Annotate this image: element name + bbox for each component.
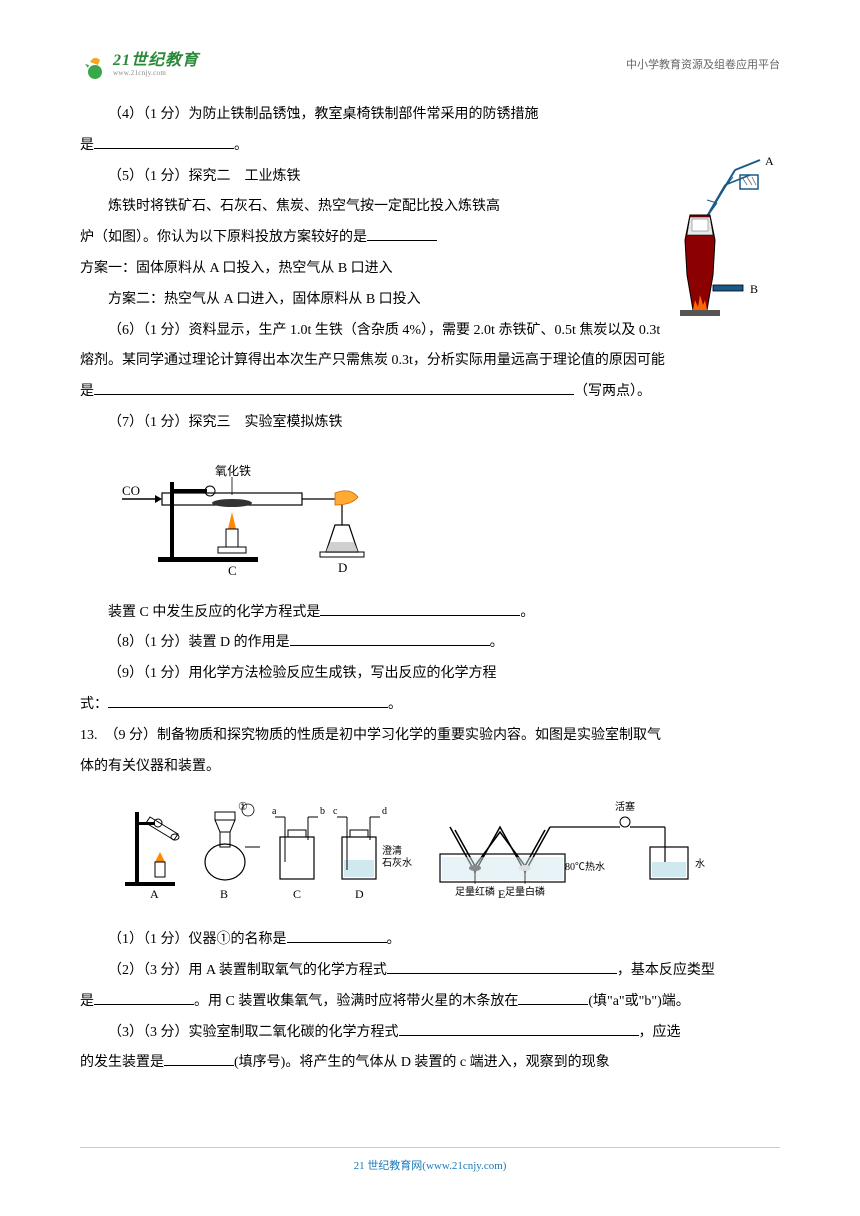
q4-line1: （4）（1 分）为防止铁制品锈蚀，教室桌椅铁制部件常采用的防锈措施 (80, 100, 780, 131)
q13-sub2-blank2 (94, 991, 194, 1005)
svg-text:c: c (333, 806, 338, 817)
svg-text:B: B (750, 282, 758, 296)
svg-text:足量白磷: 足量白磷 (505, 885, 545, 898)
q9-suffix: 。 (388, 697, 402, 712)
svg-text:D: D (355, 887, 364, 901)
q13-sub2-line1: （2）（3 分）用 A 装置制取氧气的化学方程式 ，基本反应类型 (80, 956, 780, 987)
q13-sub1-text: （1）（1 分）仪器①的名称是 (108, 932, 287, 947)
q13-sub3-blank2 (164, 1052, 234, 1066)
q6-line2: 熔剂。某同学通过理论计算得出本次生产只需焦炭 0.3t，分析实际用量远高于理论值… (80, 346, 780, 377)
q13-sub2-line2: 是 。用 C 装置收集氧气，验满时应将带火星的木条放在 (填"a"或"b")端。 (80, 987, 780, 1018)
q8-suffix: 。 (490, 635, 504, 650)
q5-blank (367, 227, 437, 241)
gas-apparatus-diagram: A ① B a b C c d 澄清 石灰水 D (120, 792, 730, 902)
q7-eq-suffix: 。 (520, 605, 534, 620)
logo: 21世纪教育 www.21cnjy.com (80, 50, 199, 80)
svg-text:氧化铁: 氧化铁 (215, 464, 251, 478)
q6-line3: 是 （写两点）。 (80, 377, 780, 408)
co-apparatus-diagram: CO 氧化铁 C D (120, 447, 400, 577)
q9-prefix: 式： (80, 697, 108, 712)
svg-text:水: 水 (695, 858, 705, 870)
svg-text:石灰水: 石灰水 (382, 856, 412, 869)
q8-line: （8）（1 分）装置 D 的作用是 。 (80, 628, 780, 659)
q7-blank (320, 602, 520, 616)
q13-sub1-suffix: 。 (387, 932, 401, 947)
q8-text: （8）（1 分）装置 D 的作用是 (108, 635, 290, 650)
q5-line2-text: 炉（如图）。你认为以下原料投放方案较好的是 (80, 230, 367, 245)
svg-text:A: A (765, 155, 774, 168)
q7-title: （7）（1 分）探究三 实验室模拟炼铁 (80, 408, 780, 439)
svg-text:A: A (150, 887, 159, 901)
page-footer: 21 世纪教育网(www.21cnjy.com) (80, 1147, 780, 1178)
logo-text: 21世纪教育 www.21cnjy.com (113, 52, 199, 77)
svg-text:CO: CO (122, 483, 140, 498)
q7-eq-line: 装置 C 中发生反应的化学方程式是 。 (80, 598, 780, 629)
q13-sub1: （1）（1 分）仪器①的名称是 。 (80, 925, 780, 956)
q13-sub2-blank3 (518, 991, 588, 1005)
q6-blank (94, 381, 574, 395)
svg-text:80℃热水: 80℃热水 (565, 860, 605, 873)
logo-sub: www.21cnjy.com (113, 70, 199, 78)
q13-sub3-d: (填序号)。将产生的气体从 D 装置的 c 端进入，观察到的现象 (234, 1055, 610, 1070)
furnace-diagram: A B (635, 155, 780, 325)
q13-sub3-b: ，应选 (639, 1025, 681, 1040)
q13-sub3-a: （3）（3 分）实验室制取二氧化碳的化学方程式 (108, 1025, 399, 1040)
q13-sub2-b: ，基本反应类型 (617, 963, 715, 978)
svg-text:C: C (293, 887, 301, 901)
logo-icon (80, 50, 110, 80)
svg-text:a: a (272, 806, 277, 817)
q7-eq-text: 装置 C 中发生反应的化学方程式是 (108, 605, 320, 620)
q13-intro2: 体的有关仪器和装置。 (80, 752, 780, 783)
q13-sub2-blank1 (387, 960, 617, 974)
svg-text:D: D (338, 560, 347, 575)
svg-text:澄清: 澄清 (382, 844, 402, 857)
q4-suffix: 。 (234, 138, 248, 153)
svg-text:b: b (320, 806, 325, 817)
page-header: 21世纪教育 www.21cnjy.com 中小学教育资源及组卷应用平台 (80, 50, 780, 85)
q9-line1: （9）（1 分）用化学方法检验反应生成铁，写出反应的化学方程 (80, 659, 780, 690)
q13-sub1-blank (287, 929, 387, 943)
svg-text:B: B (220, 887, 228, 901)
q13-sub2-c: 是 (80, 994, 94, 1009)
q9-blank (108, 694, 388, 708)
q4-blank (94, 135, 234, 149)
q13-intro1: 13. （9 分）制备物质和探究物质的性质是初中学习化学的重要实验内容。如图是实… (80, 721, 780, 752)
svg-text:E: E (498, 887, 505, 901)
q13-sub3-blank1 (399, 1022, 639, 1036)
svg-text:足量红磷: 足量红磷 (455, 885, 495, 898)
q13-sub3-c: 的发生装置是 (80, 1055, 164, 1070)
q13-sub3-line2: 的发生装置是 (填序号)。将产生的气体从 D 装置的 c 端进入，观察到的现象 (80, 1048, 780, 1079)
svg-text:d: d (382, 806, 387, 817)
svg-text:活塞: 活塞 (615, 800, 635, 813)
q13-sub2-d: 。用 C 装置收集氧气，验满时应将带火星的木条放在 (194, 994, 518, 1009)
svg-text:C: C (228, 563, 237, 577)
header-right-text: 中小学教育资源及组卷应用平台 (626, 53, 780, 77)
q9-line2: 式： 。 (80, 690, 780, 721)
q13-sub2-e: (填"a"或"b")端。 (588, 994, 689, 1009)
q8-blank (290, 632, 490, 646)
q13-sub2-a: （2）（3 分）用 A 装置制取氧气的化学方程式 (108, 963, 387, 978)
q4-prefix: 是 (80, 138, 94, 153)
content-body: A B （4）（1 分）为防止铁制品锈蚀，教室桌椅铁制部件常采用的防锈措施 是。… (80, 100, 780, 1079)
q6-prefix: 是 (80, 384, 94, 399)
question-wrap: A B （4）（1 分）为防止铁制品锈蚀，教室桌椅铁制部件常采用的防锈措施 是 。… (80, 100, 780, 316)
q6-suffix: （写两点）。 (574, 384, 651, 399)
logo-main: 21世纪教育 (113, 52, 199, 70)
q13-sub3-line1: （3）（3 分）实验室制取二氧化碳的化学方程式 ，应选 (80, 1018, 780, 1049)
